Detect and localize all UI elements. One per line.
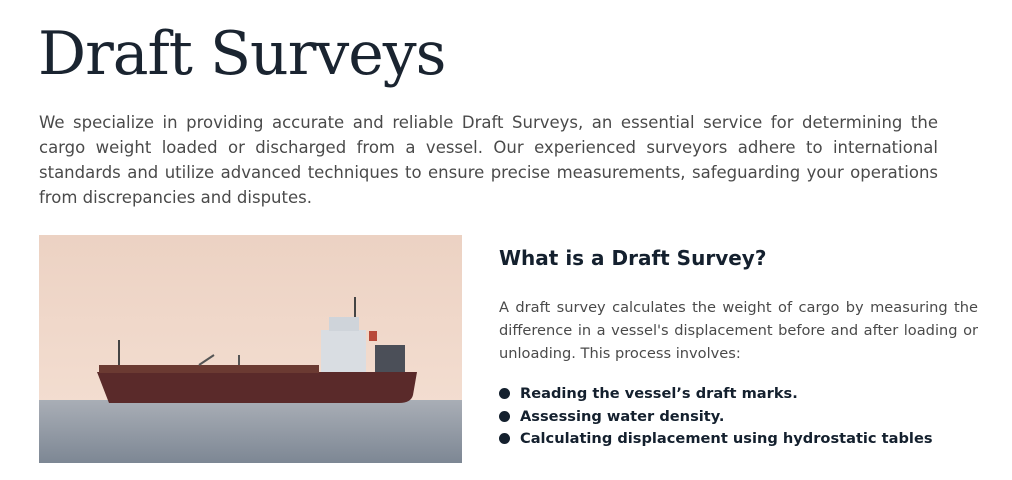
section-heading: What is a Draft Survey? bbox=[499, 246, 767, 270]
bullet-item: Reading the vessel’s draft marks. bbox=[499, 383, 933, 406]
bullet-item: Calculating displacement using hydrostat… bbox=[499, 428, 933, 451]
bullet-list: Reading the vessel’s draft marks. Assess… bbox=[499, 383, 933, 451]
ship-photo bbox=[39, 235, 462, 463]
page-title: Draft Surveys bbox=[38, 19, 446, 89]
bullet-item: Assessing water density. bbox=[499, 406, 933, 429]
intro-text: We specialize in providing accurate and … bbox=[39, 113, 938, 207]
section-text: A draft survey calculates the weight of … bbox=[499, 299, 978, 362]
